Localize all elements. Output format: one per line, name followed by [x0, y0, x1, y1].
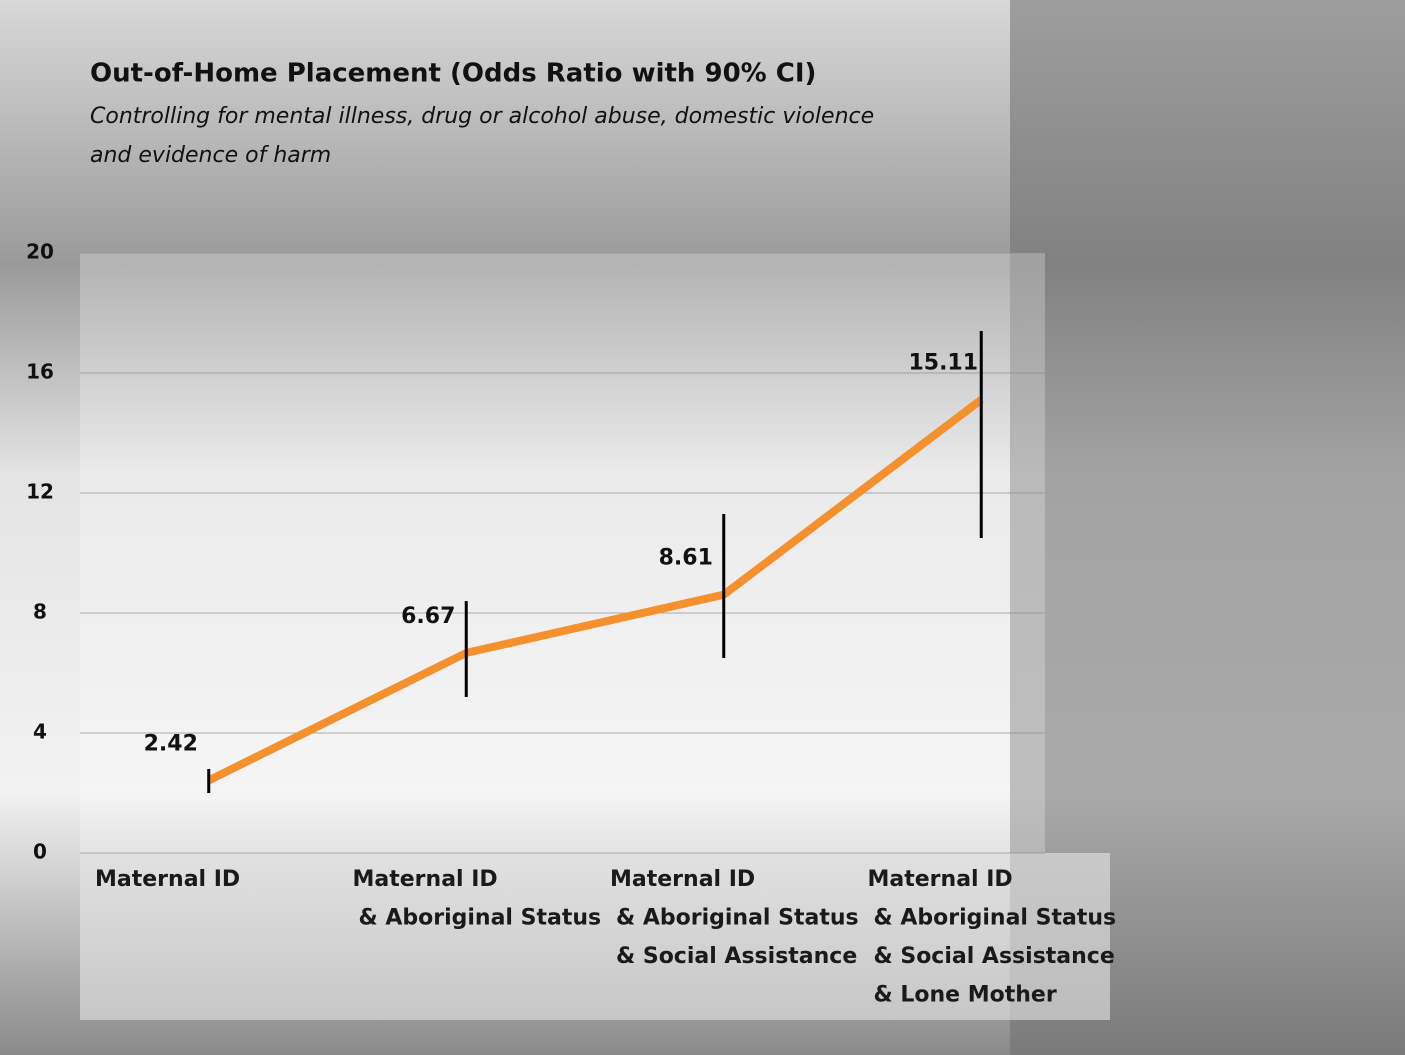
- x-tick-label: & Social Assistance: [874, 944, 1115, 969]
- y-tick-label: 8: [33, 600, 47, 624]
- y-tick-label: 16: [26, 360, 54, 384]
- data-label: 2.42: [144, 731, 198, 756]
- data-label: 6.67: [401, 604, 455, 629]
- x-tick-label: & Social Assistance: [616, 944, 857, 969]
- data-label: 15.11: [908, 351, 978, 376]
- chart-subtitle: and evidence of harm: [90, 143, 331, 168]
- x-tick-label: & Aboriginal Status: [616, 906, 859, 931]
- x-tick-label: & Lone Mother: [874, 983, 1057, 1008]
- y-tick-label: 0: [33, 840, 47, 864]
- y-tick-label: 20: [26, 240, 54, 264]
- y-tick-label: 12: [26, 480, 54, 504]
- x-tick-label: Maternal ID: [95, 867, 240, 892]
- x-tick-label: & Aboriginal Status: [874, 906, 1117, 931]
- x-tick-label: Maternal ID: [868, 867, 1013, 892]
- chart-title: Out-of-Home Placement (Odds Ratio with 9…: [90, 59, 816, 89]
- category-band: [80, 853, 1110, 1020]
- y-tick-label: 4: [33, 720, 47, 744]
- x-tick-label: Maternal ID: [610, 867, 755, 892]
- data-label: 8.61: [659, 546, 713, 571]
- x-tick-label: Maternal ID: [353, 867, 498, 892]
- chart-subtitle: Controlling for mental illness, drug or …: [90, 104, 874, 129]
- data-line: [206, 396, 984, 784]
- x-tick-label: & Aboriginal Status: [359, 906, 602, 931]
- plot-area: [80, 253, 1045, 853]
